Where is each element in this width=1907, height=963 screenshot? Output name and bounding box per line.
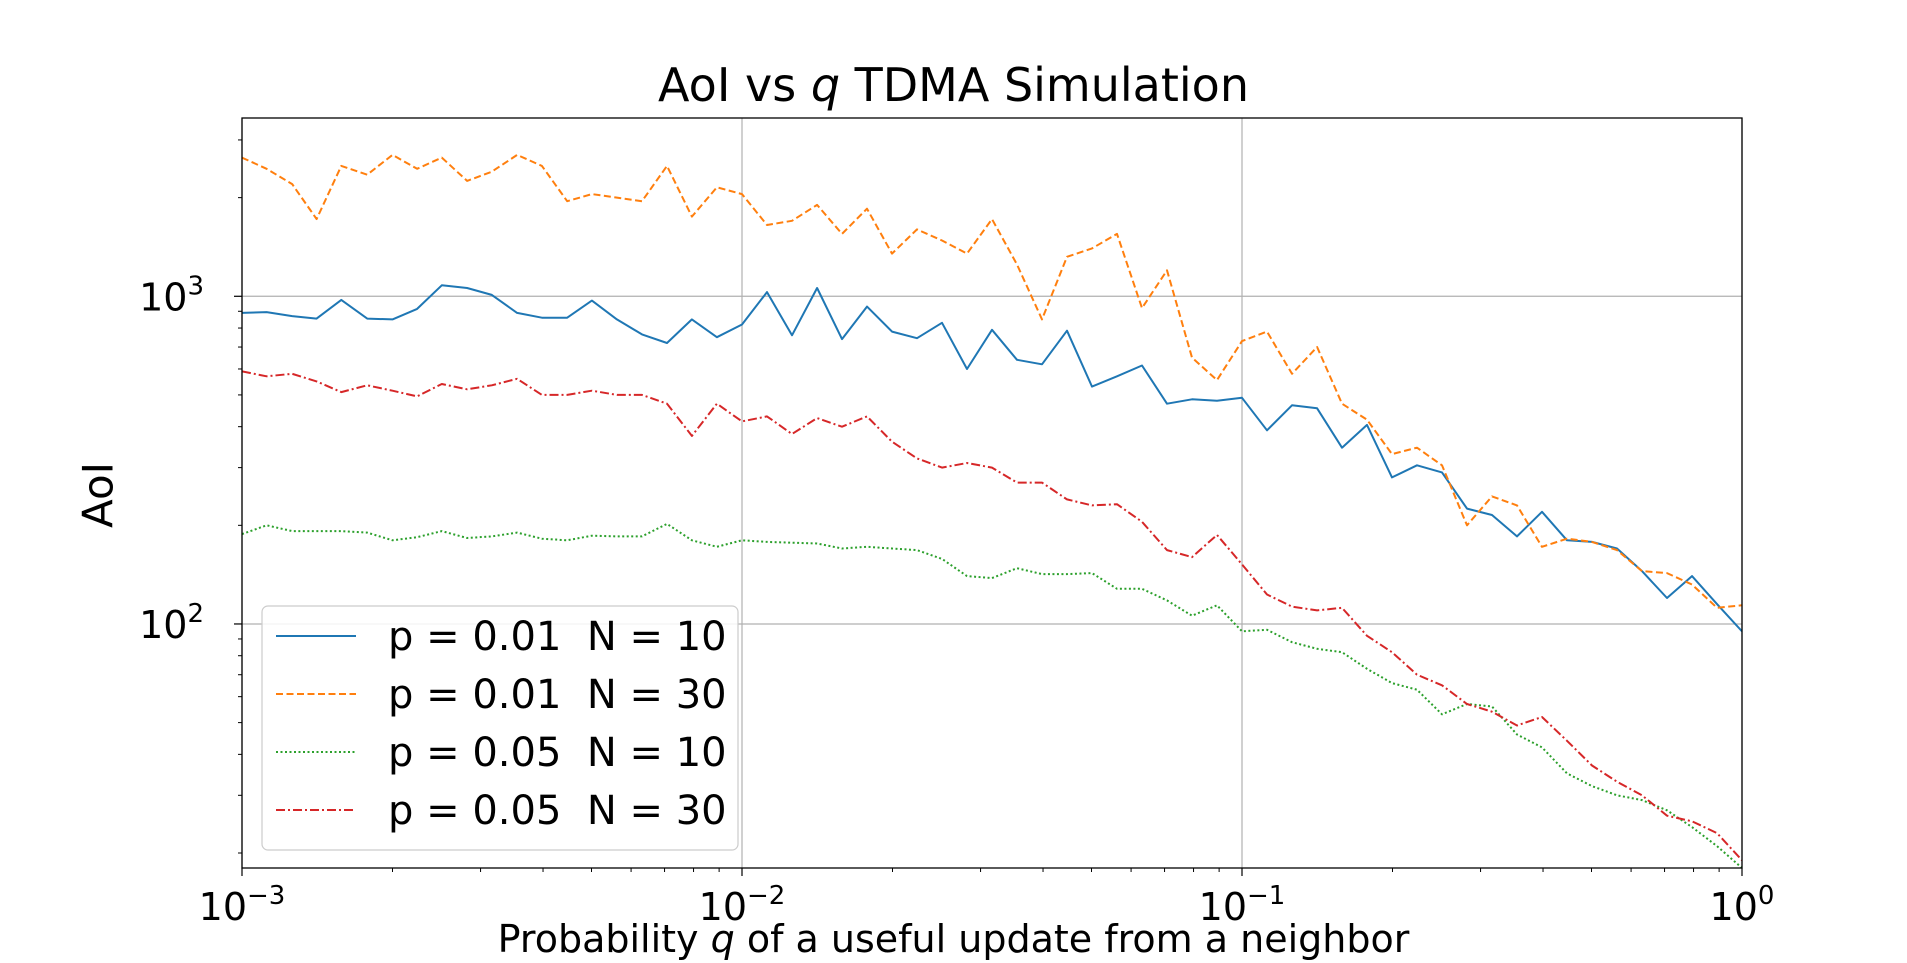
y-tick-label: 103 bbox=[139, 271, 204, 319]
legend-label-2: p = 0.01 N = 30 bbox=[388, 672, 727, 718]
legend: p = 0.01 N = 10 p = 0.01 N = 30 p = 0.05 N… bbox=[261, 605, 739, 851]
x-axis-label: Probability q of a useful update from a … bbox=[0, 917, 1907, 961]
series-line-4 bbox=[242, 370, 1742, 861]
series-line-1 bbox=[242, 284, 1742, 632]
y-tick-label: 102 bbox=[139, 599, 204, 647]
axis-ticks: 10−3 10−2 10−1 100 102 103 bbox=[139, 139, 1775, 929]
x-axis-label-variable: q bbox=[710, 917, 735, 961]
x-tick-label: 10−2 bbox=[699, 881, 786, 929]
chart-title: AoI vs q TDMA Simulation bbox=[0, 58, 1907, 112]
x-axis-label-prefix: Probability bbox=[497, 917, 711, 961]
plot-series bbox=[242, 153, 1742, 868]
legend-label-4: p = 0.05 N = 30 bbox=[388, 788, 727, 834]
x-axis-label-suffix: of a useful update from a neighbor bbox=[734, 917, 1410, 961]
legend-box bbox=[261, 605, 739, 851]
legend-label-3: p = 0.05 N = 10 bbox=[388, 730, 727, 776]
x-tick-label: 10−3 bbox=[199, 881, 286, 929]
chart-title-variable: q bbox=[810, 58, 841, 112]
chart-title-prefix: AoI vs bbox=[658, 58, 811, 112]
x-tick-label: 100 bbox=[1710, 881, 1775, 929]
series-line-2 bbox=[242, 153, 1742, 609]
plot-frame bbox=[241, 117, 1743, 869]
x-tick-label: 10−1 bbox=[1199, 881, 1286, 929]
y-axis-label: AoI bbox=[73, 461, 123, 529]
legend-label-1: p = 0.01 N = 10 bbox=[388, 614, 727, 660]
chart-title-suffix: TDMA Simulation bbox=[840, 58, 1249, 112]
